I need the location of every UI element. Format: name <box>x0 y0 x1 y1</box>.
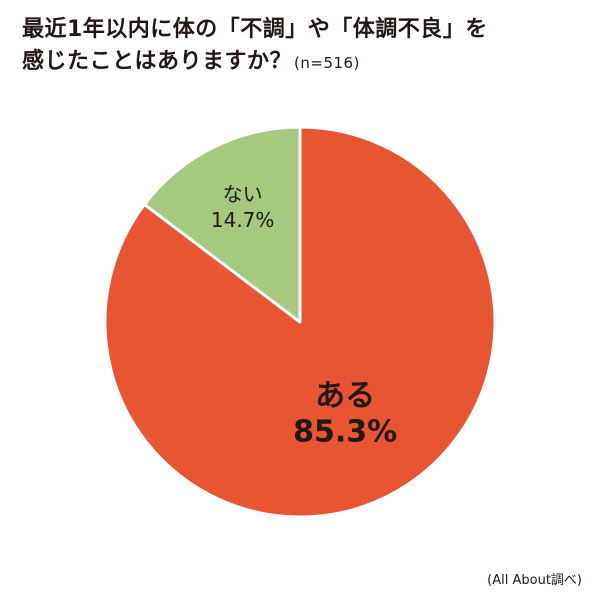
slice-value-yes: 85.3% <box>293 414 397 449</box>
chart-title-line-1: 最近1年以内に体の「不調」や「体調不良」を <box>22 17 488 42</box>
sample-size-label: (n=516) <box>294 54 360 72</box>
slice-value-no: 14.7% <box>211 208 275 232</box>
pie-slice-no <box>142 125 302 324</box>
slice-label-no: ない <box>223 182 263 206</box>
source-note: (All About調べ) <box>487 573 582 588</box>
slice-label-yes: ある <box>315 378 375 413</box>
pie-slices <box>103 125 497 519</box>
chart-title: 最近1年以内に体の「不調」や「体調不良」を 感じたことはありますか？ (n=516… <box>22 14 582 79</box>
chart-title-question: 感じたことはありますか？ <box>22 49 293 74</box>
chart-title-line-2: 感じたことはありますか？ (n=516) <box>22 46 582 79</box>
